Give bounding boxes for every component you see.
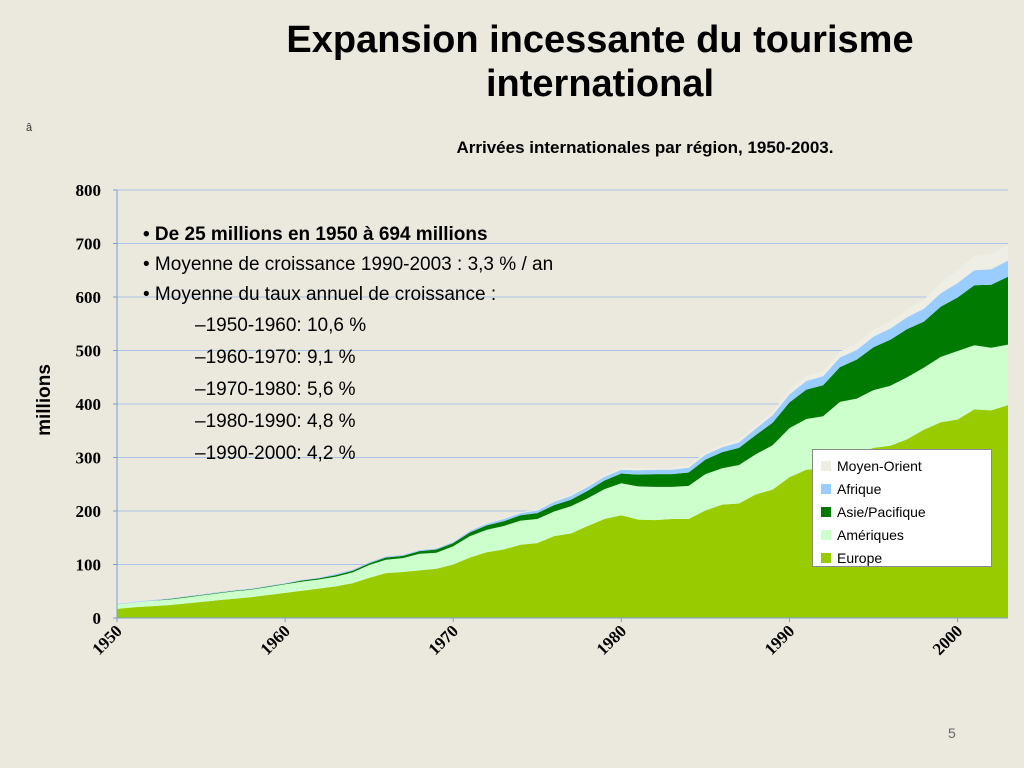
x-tick-label: 1970 <box>425 621 462 658</box>
legend-item-afrique: Afrique <box>821 477 991 500</box>
series-areas <box>117 244 1008 618</box>
chart-title: Arrivées internationales par région, 195… <box>456 138 834 157</box>
y-tick-label: 700 <box>76 235 102 254</box>
sub-bullet-item: –1950-1960: 10,6 % <box>195 315 367 336</box>
x-tick-label: 2000 <box>929 621 966 658</box>
legend-swatch <box>821 529 831 540</box>
legend-label: Afrique <box>837 480 882 497</box>
y-tick-label: 400 <box>76 395 102 414</box>
slide-title: Expansion incessante du tourisme interna… <box>250 18 950 106</box>
page-number: 5 <box>948 725 956 741</box>
y-tick-label: 800 <box>76 181 102 200</box>
y-tick-label: 500 <box>76 342 102 361</box>
y-tick-labels: 0 100 200 300 400 500 600 700 800 <box>76 181 117 628</box>
bullet-item: • Moyenne du taux annuel de croissance : <box>143 284 497 305</box>
y-tick-label: 200 <box>76 502 102 521</box>
sub-bullet-item: –1990-2000: 4,2 % <box>195 443 356 464</box>
legend-swatch <box>821 506 831 517</box>
legend-swatch <box>821 552 831 563</box>
area-series-europe <box>117 405 1008 618</box>
slide-title-line2: international <box>485 63 715 105</box>
sub-bullet-item: –1980-1990: 4,8 % <box>195 411 356 432</box>
legend-swatch <box>821 460 831 471</box>
chart-legend: Moyen-Orient Afrique Asie/Pacifique Amér… <box>812 449 992 567</box>
legend-label: Amériques <box>837 526 904 543</box>
bullet-item: • De 25 millions en 1950 à 694 millions <box>143 224 488 245</box>
legend-item-asie-pacifique: Asie/Pacifique <box>821 500 991 523</box>
legend-item-moyen-orient: Moyen-Orient <box>821 454 991 477</box>
x-tick-label: 1980 <box>593 621 630 658</box>
bullet-item: • Moyenne de croissance 1990-2003 : 3,3 … <box>143 254 554 275</box>
legend-label: Asie/Pacifique <box>837 503 926 520</box>
y-axis-label: millions <box>34 364 55 436</box>
area-series-am-riques <box>117 344 1008 609</box>
y-tick-label: 600 <box>76 288 102 307</box>
sub-bullet-item: –1970-1980: 5,6 % <box>195 379 356 400</box>
legend-label: Europe <box>837 549 883 566</box>
y-tick-label: 100 <box>76 556 102 575</box>
x-tick-label: 1960 <box>256 621 293 658</box>
stray-mark: â <box>26 122 33 134</box>
slide-title-line1: Expansion incessante du tourisme <box>286 19 914 61</box>
y-tick-label: 0 <box>93 609 102 628</box>
bullet-list: • De 25 millions en 1950 à 694 millions … <box>143 220 553 470</box>
legend-swatch <box>821 483 831 494</box>
legend-item-europe: Europe <box>821 546 991 569</box>
y-tick-label: 300 <box>76 449 102 468</box>
legend-item-ameriques: Amériques <box>821 523 991 546</box>
legend-label: Moyen-Orient <box>837 457 922 474</box>
x-tick-labels: 1950 1960 1970 1980 1990 2000 <box>88 618 966 659</box>
sub-bullet-item: –1960-1970: 9,1 % <box>195 347 356 368</box>
x-tick-label: 1990 <box>761 621 798 658</box>
